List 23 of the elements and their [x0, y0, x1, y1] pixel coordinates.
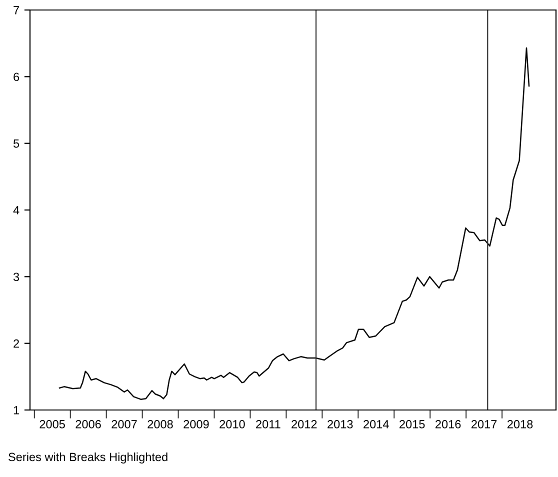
y-tick-label: 6 — [14, 72, 20, 82]
y-tick-label: 5 — [13, 139, 20, 148]
y-tick-label: 1 — [14, 406, 20, 414]
x-tick-label: 2012 — [292, 420, 317, 428]
x-tick-label: 2007 — [112, 420, 137, 428]
x-tick-label: 2017 — [472, 420, 497, 428]
y-tick-label: 7 — [14, 6, 19, 14]
line-series — [58, 47, 530, 400]
y-tick-label: 4 — [13, 206, 20, 214]
x-tick-label: 2018 — [507, 420, 533, 428]
x-tick-label: 2009 — [184, 420, 209, 428]
x-tick-label: 2011 — [256, 420, 280, 428]
x-tick-label: 2014 — [364, 420, 389, 428]
x-tick-label: 2005 — [40, 420, 65, 428]
x-tick-label: 2008 — [148, 420, 173, 428]
x-tick-label: 2015 — [400, 420, 425, 428]
x-tick-label: 2016 — [436, 420, 461, 428]
x-tick-label: 2006 — [76, 420, 101, 428]
x-tick-label: 2013 — [328, 420, 353, 428]
y-tick-label: 2 — [14, 339, 19, 348]
x-tick-label: 2010 — [220, 420, 245, 428]
text: Series with Breaks Highlighted — [8, 452, 168, 464]
y-tick-label: 3 — [13, 272, 20, 282]
